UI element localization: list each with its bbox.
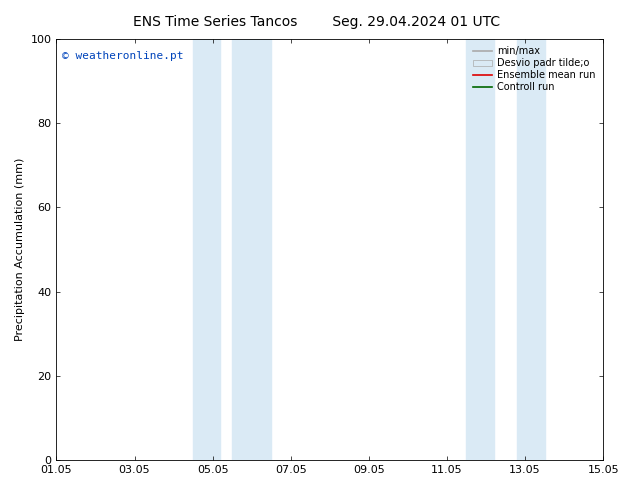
Y-axis label: Precipitation Accumulation (mm): Precipitation Accumulation (mm)	[15, 158, 25, 341]
Text: ENS Time Series Tancos        Seg. 29.04.2024 01 UTC: ENS Time Series Tancos Seg. 29.04.2024 0…	[133, 15, 501, 29]
Legend: min/max, Desvio padr tilde;o, Ensemble mean run, Controll run: min/max, Desvio padr tilde;o, Ensemble m…	[470, 44, 598, 95]
Bar	[467, 39, 494, 460]
Bar	[517, 39, 545, 460]
Bar	[232, 39, 271, 460]
Bar	[193, 39, 221, 460]
Text: © weatheronline.pt: © weatheronline.pt	[62, 51, 183, 61]
